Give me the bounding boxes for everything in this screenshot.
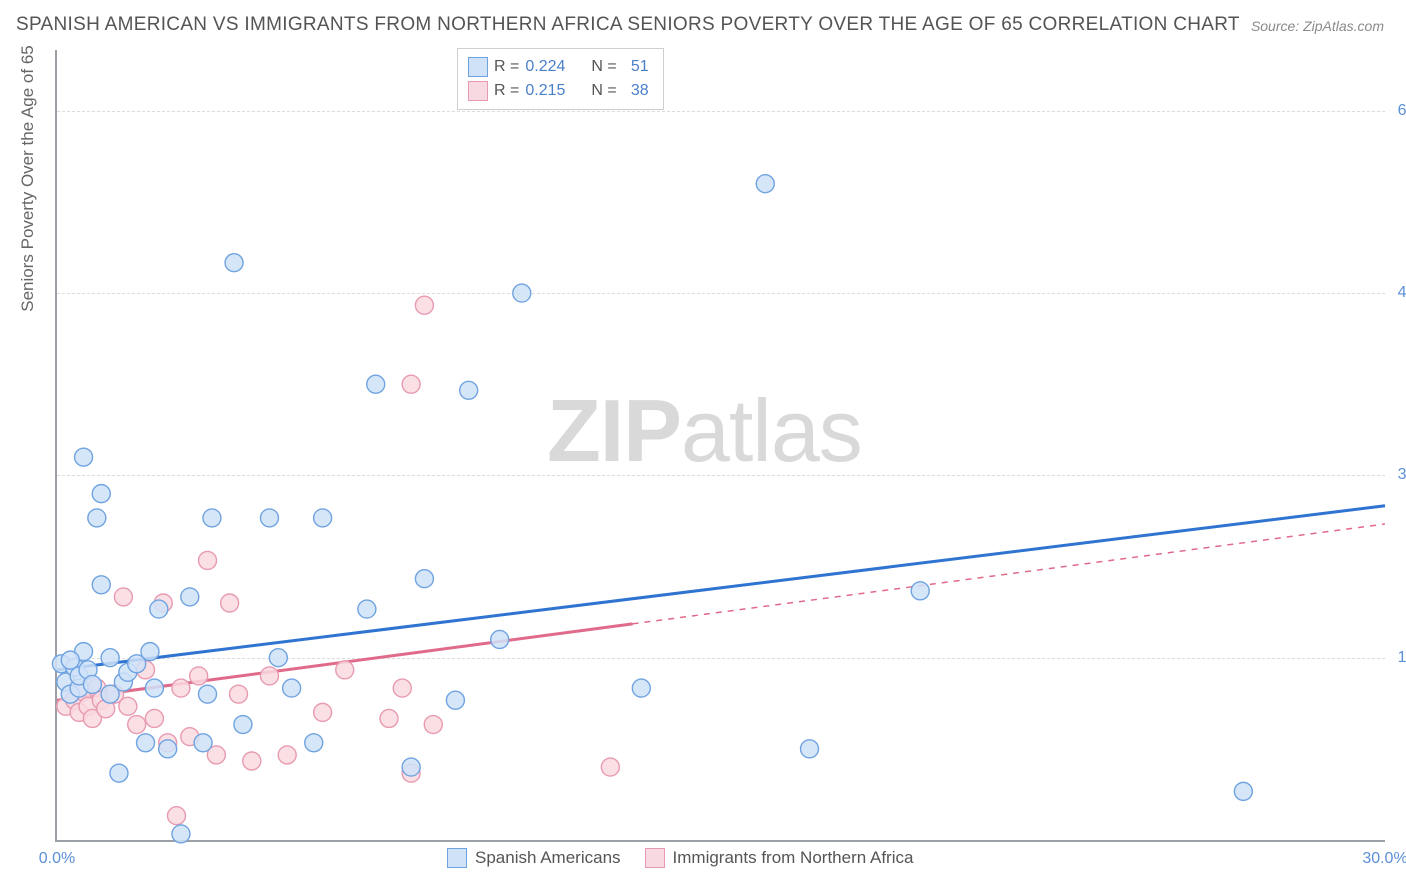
data-point <box>260 667 278 685</box>
n-label: N = <box>591 55 616 79</box>
data-point <box>278 746 296 764</box>
data-point <box>243 752 261 770</box>
regression-line <box>57 506 1385 670</box>
legend-swatch <box>645 848 665 868</box>
data-point <box>199 551 217 569</box>
data-point <box>446 691 464 709</box>
data-point <box>801 740 819 758</box>
data-point <box>159 740 177 758</box>
data-point <box>513 284 531 302</box>
data-point <box>128 716 146 734</box>
r-value: 0.224 <box>525 55 575 79</box>
data-point <box>61 651 79 669</box>
data-point <box>172 679 190 697</box>
data-point <box>632 679 650 697</box>
data-point <box>229 685 247 703</box>
regression-line-dashed <box>632 524 1385 624</box>
legend-series-item: Immigrants from Northern Africa <box>645 848 914 868</box>
data-point <box>181 588 199 606</box>
data-point <box>415 570 433 588</box>
data-point <box>203 509 221 527</box>
source-attribution: Source: ZipAtlas.com <box>1251 18 1384 34</box>
data-point <box>119 697 137 715</box>
data-point <box>190 667 208 685</box>
x-tick-label: 30.0% <box>1362 850 1406 868</box>
data-point <box>1234 782 1252 800</box>
data-point <box>402 375 420 393</box>
chart-svg <box>57 50 1385 840</box>
data-point <box>393 679 411 697</box>
data-point <box>460 381 478 399</box>
legend-series-label: Spanish Americans <box>475 848 621 868</box>
data-point <box>101 649 119 667</box>
legend-correlation: R =0.224 N = 51 R =0.215 N = 38 <box>457 48 664 110</box>
plot-area: ZIPatlas 15.0%30.0%45.0%60.0% 0.0%30.0% … <box>55 50 1385 842</box>
data-point <box>225 254 243 272</box>
data-point <box>415 296 433 314</box>
data-point <box>92 485 110 503</box>
data-point <box>88 509 106 527</box>
data-point <box>402 758 420 776</box>
r-label: R = <box>494 55 519 79</box>
chart-title: SPANISH AMERICAN VS IMMIGRANTS FROM NORT… <box>16 14 1240 36</box>
data-point <box>83 675 101 693</box>
data-point <box>114 588 132 606</box>
data-point <box>150 600 168 618</box>
data-point <box>145 709 163 727</box>
n-value: 51 <box>623 55 649 79</box>
data-point <box>336 661 354 679</box>
x-tick-label: 0.0% <box>39 850 75 868</box>
data-point <box>424 716 442 734</box>
data-point <box>305 734 323 752</box>
data-point <box>260 509 278 527</box>
data-point <box>491 630 509 648</box>
data-point <box>380 709 398 727</box>
data-point <box>168 807 186 825</box>
y-tick-label: 60.0% <box>1393 102 1406 120</box>
data-point <box>314 509 332 527</box>
data-point <box>141 643 159 661</box>
data-point <box>172 825 190 843</box>
data-point <box>137 734 155 752</box>
data-point <box>314 703 332 721</box>
data-point <box>194 734 212 752</box>
legend-swatch <box>468 81 488 101</box>
data-point <box>367 375 385 393</box>
legend-series: Spanish Americans Immigrants from Norther… <box>447 848 913 868</box>
y-tick-label: 15.0% <box>1393 649 1406 667</box>
n-label: N = <box>591 79 616 103</box>
legend-series-label: Immigrants from Northern Africa <box>673 848 914 868</box>
data-point <box>75 448 93 466</box>
r-value: 0.215 <box>525 79 575 103</box>
data-point <box>358 600 376 618</box>
data-point <box>92 576 110 594</box>
legend-correlation-row: R =0.215 N = 38 <box>468 79 649 103</box>
legend-swatch <box>447 848 467 868</box>
legend-series-item: Spanish Americans <box>447 848 621 868</box>
data-point <box>221 594 239 612</box>
data-point <box>756 175 774 193</box>
legend-correlation-row: R =0.224 N = 51 <box>468 55 649 79</box>
chart-container: { "title": "SPANISH AMERICAN VS IMMIGRAN… <box>0 0 1406 892</box>
r-label: R = <box>494 79 519 103</box>
y-tick-label: 45.0% <box>1393 284 1406 302</box>
y-axis-title: Seniors Poverty Over the Age of 65 <box>18 45 38 311</box>
data-point <box>199 685 217 703</box>
data-point <box>283 679 301 697</box>
data-point <box>110 764 128 782</box>
legend-swatch <box>468 57 488 77</box>
data-point <box>234 716 252 734</box>
data-point <box>911 582 929 600</box>
data-point <box>601 758 619 776</box>
data-point <box>145 679 163 697</box>
y-tick-label: 30.0% <box>1393 466 1406 484</box>
data-point <box>269 649 287 667</box>
n-value: 38 <box>623 79 649 103</box>
